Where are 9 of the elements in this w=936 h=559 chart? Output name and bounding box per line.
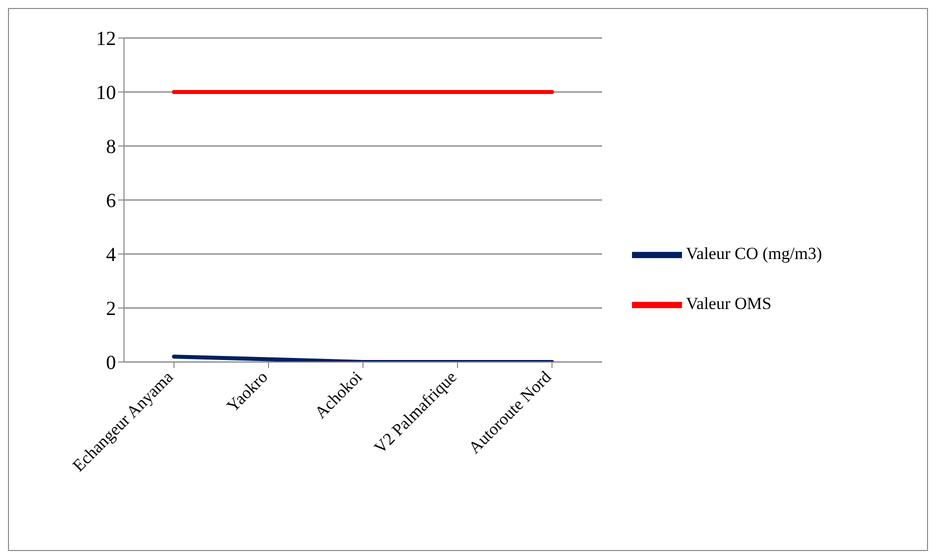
y-tick-label: 10 <box>96 82 116 104</box>
y-tick-label: 12 <box>96 28 116 50</box>
y-tick-label: 4 <box>106 244 116 266</box>
y-tick-label: 8 <box>106 136 116 158</box>
y-tick-label: 6 <box>106 190 116 212</box>
y-tick-label: 0 <box>106 352 116 374</box>
legend-label: Valeur OMS <box>686 293 772 312</box>
legend-label: Valeur CO (mg/m3) <box>686 243 822 262</box>
y-tick-label: 2 <box>106 298 116 320</box>
